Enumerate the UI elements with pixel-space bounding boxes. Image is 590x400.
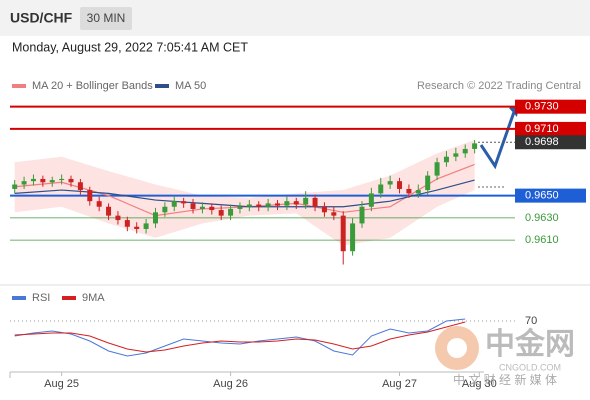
watermark-logo: [435, 326, 479, 370]
candle-body: [115, 215, 121, 221]
candle-body: [321, 206, 327, 213]
legend-swatch: [155, 84, 169, 88]
x-tick-label: Aug 30: [462, 378, 497, 390]
symbol: USD/CHF: [10, 10, 73, 26]
candle-body: [472, 143, 478, 149]
timeframe[interactable]: 30 MIN: [87, 11, 126, 25]
candle-body: [312, 197, 318, 207]
candle-body: [443, 156, 449, 163]
level-label: 0.9710: [525, 123, 559, 135]
candle-body: [425, 175, 431, 191]
candle-body: [77, 182, 83, 191]
candle-body: [368, 193, 374, 207]
candle-body: [124, 220, 130, 227]
candle-body: [96, 201, 102, 207]
candle-body: [171, 201, 177, 207]
legend-label: MA 20 + Bollinger Bands: [32, 80, 153, 92]
candle-body: [68, 178, 74, 183]
candle-body: [106, 206, 112, 216]
candle-body: [397, 181, 403, 189]
candle-body: [237, 206, 243, 209]
timeframe-button[interactable]: [80, 7, 132, 30]
candle-body: [350, 223, 356, 252]
x-tick-label: Aug 26: [213, 378, 248, 390]
level-label: 0.9650: [525, 190, 559, 202]
level-label: 0.9610: [525, 234, 559, 246]
candle-body: [59, 178, 65, 181]
candle-body: [40, 178, 46, 183]
candle-body: [293, 201, 299, 205]
candle-body: [406, 188, 412, 194]
legend-label: 9MA: [82, 292, 105, 304]
candle-body: [387, 181, 393, 185]
level-label-box: [515, 99, 586, 114]
candle-body: [256, 204, 262, 207]
source: Research © 2022 Trading Central: [417, 80, 581, 92]
candle-body: [49, 180, 55, 183]
datetime: Monday, August 29, 2022 7:05:41 AM CET: [12, 40, 248, 54]
candle-body: [462, 148, 468, 154]
legend-swatch: [62, 296, 76, 300]
level-label: 0.9730: [525, 101, 559, 113]
candle-body: [359, 206, 365, 224]
watermark-name: 中金网: [485, 327, 575, 361]
level-label: 0.9698: [525, 136, 559, 148]
candle-body: [134, 226, 140, 229]
candle-body: [190, 203, 196, 209]
candle-body: [218, 210, 224, 216]
candle-body: [434, 162, 440, 176]
watermark-slogan: 中 文 财 经 新 媒 体: [453, 372, 557, 387]
legend-label: MA 50: [175, 80, 206, 92]
candle-body: [12, 184, 18, 189]
indicator-line: [14, 321, 466, 353]
x-tick-label: Aug 27: [382, 378, 417, 390]
candle-body: [378, 184, 384, 194]
candle-body: [199, 206, 205, 209]
level-label-box: [515, 135, 586, 150]
legend-swatch: [12, 296, 26, 300]
candle-body: [87, 190, 93, 202]
watermark-site: CNGOLD.COM: [499, 362, 561, 372]
candle-body: [284, 201, 290, 206]
candle-body: [209, 206, 215, 211]
candle-body: [246, 204, 252, 207]
candle-body: [275, 203, 281, 206]
y-tick-label: 70: [525, 315, 537, 327]
x-tick-label: Aug 25: [44, 378, 79, 390]
watermark-logo-inner: [447, 338, 467, 358]
candle-body: [228, 208, 234, 216]
candle-body: [30, 178, 36, 182]
candle-body: [303, 197, 309, 205]
level-label-box: [515, 188, 586, 203]
indicator-line: [14, 318, 466, 357]
level-label-box: [515, 121, 586, 136]
candle-body: [21, 181, 27, 185]
candle-body: [453, 153, 459, 157]
candle-body: [143, 223, 149, 229]
candle-body: [265, 203, 271, 207]
candle-body: [331, 212, 337, 216]
candle-body: [340, 215, 346, 252]
bollinger-band: [14, 140, 475, 246]
legend-label: RSI: [32, 292, 50, 304]
legend-swatch: [12, 84, 26, 88]
candle-body: [181, 201, 187, 204]
watermark: [435, 326, 479, 370]
forecast-arrow: [479, 111, 516, 170]
level-label: 0.9630: [525, 212, 559, 224]
candle-body: [162, 206, 168, 213]
candle-body: [152, 212, 158, 224]
candle-body: [415, 190, 421, 194]
